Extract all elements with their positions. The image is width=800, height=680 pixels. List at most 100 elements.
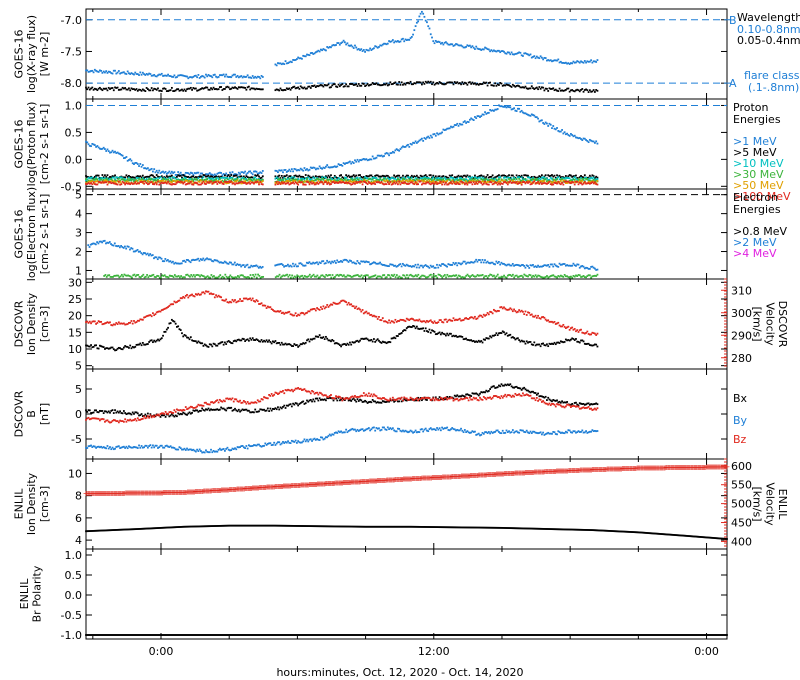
data-point xyxy=(472,275,475,278)
data-point xyxy=(345,182,348,184)
data-point xyxy=(251,87,254,90)
data-point xyxy=(342,259,345,262)
data-point xyxy=(143,180,145,183)
data-point xyxy=(572,175,575,178)
data-point xyxy=(571,180,574,183)
data-point xyxy=(260,88,263,91)
data-point xyxy=(124,72,127,75)
data-point xyxy=(146,314,149,317)
data-point xyxy=(375,181,378,183)
data-point xyxy=(388,180,390,182)
data-point xyxy=(149,174,152,177)
data-point xyxy=(475,45,478,48)
data-point xyxy=(423,264,426,267)
data-point xyxy=(535,316,538,319)
data-point xyxy=(580,339,582,342)
data-point xyxy=(317,336,320,338)
data-point xyxy=(480,274,483,277)
data-point xyxy=(336,165,339,168)
data-point xyxy=(192,87,195,89)
data-point xyxy=(277,275,280,278)
data-point xyxy=(480,115,483,117)
data-point xyxy=(166,259,169,261)
data-point xyxy=(532,87,534,89)
data-point xyxy=(136,179,139,182)
data-point xyxy=(547,182,550,185)
data-point xyxy=(590,139,593,142)
data-point xyxy=(376,46,379,49)
data-point xyxy=(141,174,144,177)
data-point xyxy=(150,339,153,342)
data-point xyxy=(441,276,444,279)
data-point xyxy=(303,86,306,89)
data-point xyxy=(87,86,90,89)
data-point xyxy=(277,178,279,181)
data-point xyxy=(338,178,341,180)
data-point xyxy=(126,180,129,183)
data-point xyxy=(383,175,385,178)
data-point xyxy=(481,274,484,276)
data-point xyxy=(164,170,167,173)
data-point xyxy=(106,321,109,324)
data-point xyxy=(456,175,459,178)
data-point xyxy=(276,263,279,266)
data-point xyxy=(289,182,292,185)
data-point xyxy=(448,43,451,46)
data-point xyxy=(122,322,125,325)
data-point xyxy=(297,345,300,348)
data-point xyxy=(505,106,508,109)
data-point xyxy=(210,177,212,180)
data-point xyxy=(230,174,233,176)
data-point xyxy=(418,178,421,181)
data-point xyxy=(572,60,575,63)
data-point xyxy=(566,264,569,266)
data-point xyxy=(537,56,539,59)
data-point xyxy=(452,125,455,128)
data-point xyxy=(335,302,337,305)
data-point xyxy=(328,339,331,342)
data-point xyxy=(139,250,141,253)
data-point xyxy=(381,84,384,86)
data-point xyxy=(484,111,486,114)
data-point xyxy=(221,299,224,302)
data-point xyxy=(120,88,123,91)
data-point xyxy=(371,178,374,181)
data-point xyxy=(491,178,494,181)
data-point xyxy=(405,39,408,42)
data-point xyxy=(349,176,351,178)
data-point xyxy=(297,181,300,184)
data-point xyxy=(476,274,479,276)
data-point xyxy=(139,276,142,279)
data-point xyxy=(568,328,571,331)
data-point xyxy=(586,177,589,180)
data-point xyxy=(484,180,486,183)
data-point xyxy=(415,21,418,24)
data-point xyxy=(308,340,311,343)
data-point xyxy=(106,89,109,92)
data-point xyxy=(504,84,507,87)
data-point xyxy=(573,179,576,181)
data-point xyxy=(169,322,172,324)
data-point xyxy=(504,333,507,336)
data-point xyxy=(289,313,292,316)
data-point xyxy=(178,173,181,176)
panel-frame xyxy=(85,278,728,370)
data-point xyxy=(218,261,221,264)
data-point xyxy=(212,342,215,345)
data-point xyxy=(519,182,522,185)
data-point xyxy=(211,88,214,91)
data-point xyxy=(549,59,552,62)
data-point xyxy=(407,176,409,179)
data-point xyxy=(107,274,109,277)
data-point xyxy=(321,167,324,170)
data-point xyxy=(418,81,421,84)
data-point xyxy=(160,337,163,340)
data-point xyxy=(302,276,305,279)
data-point xyxy=(330,174,332,177)
data-point xyxy=(379,44,382,47)
data-point xyxy=(463,338,466,340)
data-point xyxy=(111,346,114,349)
y-axis-title-line: [cm-2 s-1 sr-1] xyxy=(38,104,51,185)
data-point xyxy=(277,171,279,174)
data-point xyxy=(283,175,286,178)
